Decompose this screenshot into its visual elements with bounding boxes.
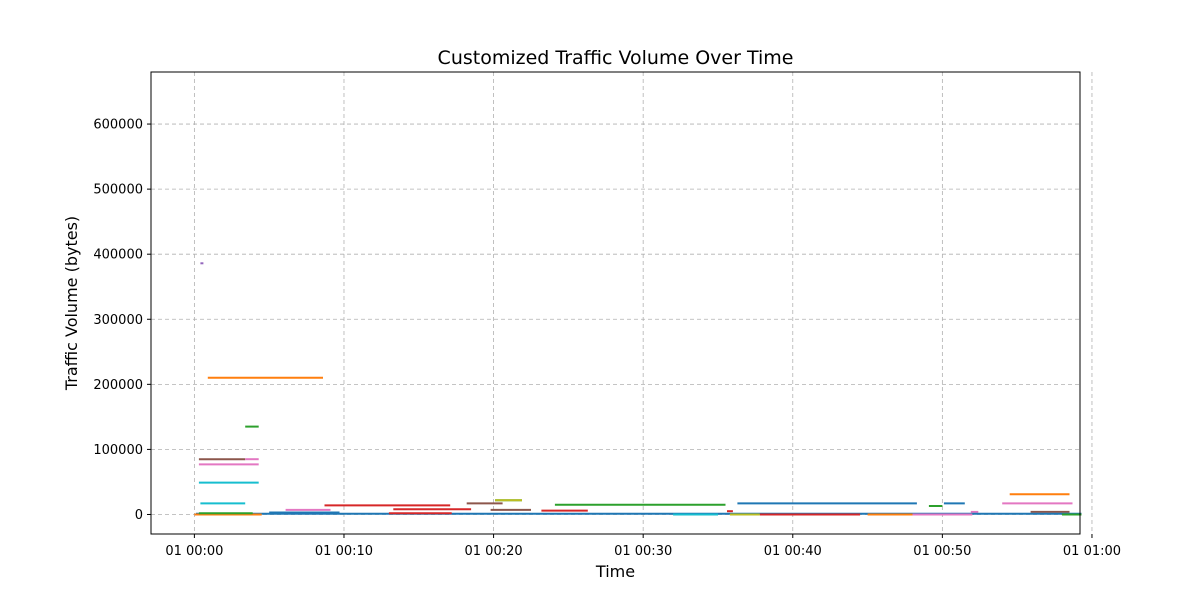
series-layer xyxy=(194,262,1082,516)
y-axis: 0 100000 200000 300000 400000 500000 600000 xyxy=(93,118,151,523)
y-tick-label: 200000 xyxy=(93,378,143,393)
grid xyxy=(151,72,1093,534)
plot-frame xyxy=(150,71,1081,535)
x-tick-label: 01 01:00 xyxy=(1063,544,1121,559)
x-tick-label: 01 00:20 xyxy=(465,544,523,559)
plot-background xyxy=(151,72,1080,534)
chart-title: Customized Traffic Volume Over Time xyxy=(438,47,794,69)
x-axis: 01 00:00 01 00:10 01 00:20 01 00:30 01 00:40… xyxy=(165,534,1121,559)
x-axis-title: Time xyxy=(595,562,635,581)
y-tick-label: 600000 xyxy=(93,118,143,133)
y-tick-label: 0 xyxy=(135,508,143,523)
x-tick-label: 01 00:00 xyxy=(165,544,223,559)
x-tick-label: 01 00:30 xyxy=(614,544,672,559)
y-tick-label: 400000 xyxy=(93,248,143,263)
x-tick-label: 01 00:50 xyxy=(913,544,971,559)
y-tick-label: 100000 xyxy=(93,443,143,458)
y-tick-label: 500000 xyxy=(93,183,143,198)
y-tick-label: 300000 xyxy=(93,313,143,328)
x-tick-label: 01 00:10 xyxy=(315,544,373,559)
y-axis-title: Traffic Volume (bytes) xyxy=(62,216,81,391)
x-tick-label: 01 00:40 xyxy=(764,544,822,559)
